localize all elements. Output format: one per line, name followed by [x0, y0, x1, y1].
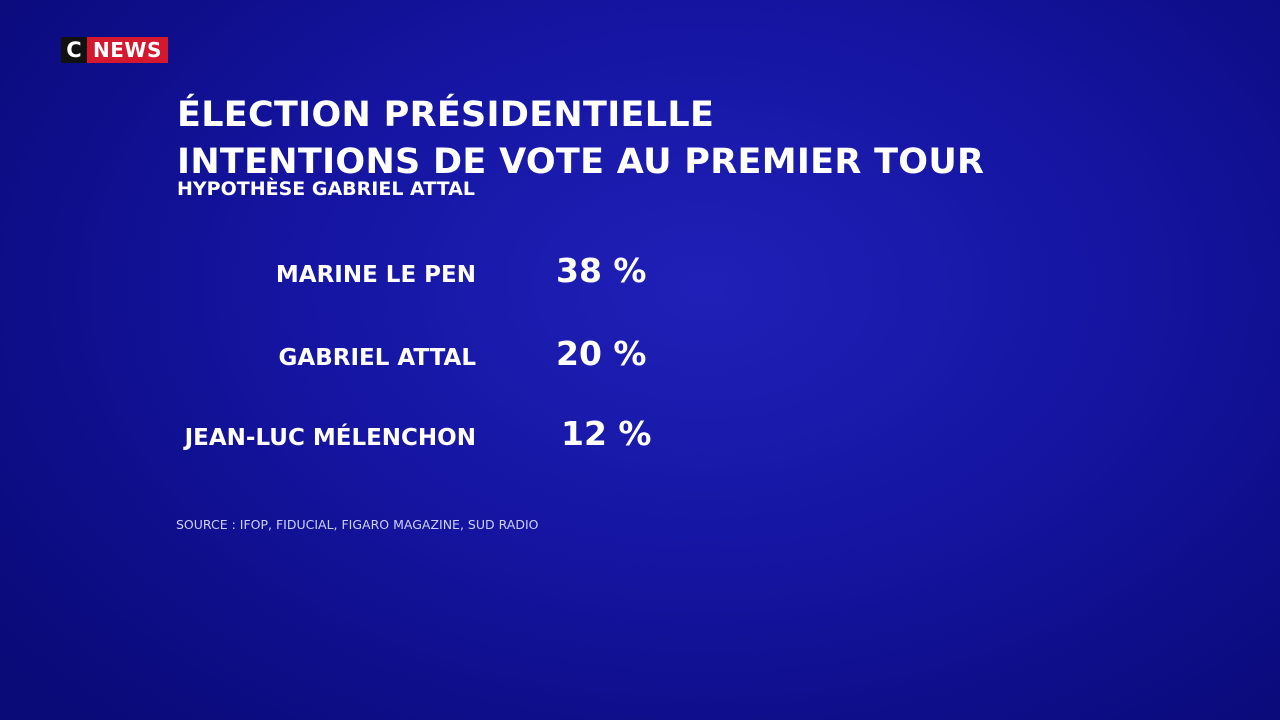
- page-title: ÉLECTION PRÉSIDENTIELLE INTENTIONS DE VO…: [177, 92, 984, 186]
- candidate-percent: 12 %: [561, 414, 652, 453]
- logo-c: C: [61, 37, 87, 63]
- candidate-percent: 38 %: [556, 251, 647, 290]
- title-line-1: ÉLECTION PRÉSIDENTIELLE: [177, 95, 715, 135]
- result-row: JEAN-LUC MÉLENCHON 12 %: [0, 409, 700, 459]
- logo-news: NEWS: [87, 37, 168, 63]
- candidate-name: JEAN-LUC MÉLENCHON: [184, 425, 476, 451]
- candidate-percent: 20 %: [556, 334, 647, 373]
- result-row: MARINE LE PEN 38 %: [0, 246, 700, 296]
- source-note: SOURCE : IFOP, FIDUCIAL, FIGARO MAGAZINE…: [176, 517, 539, 532]
- candidate-name: MARINE LE PEN: [275, 262, 476, 288]
- subtitle: HYPOTHÈSE GABRIEL ATTAL: [177, 178, 475, 200]
- result-row: GABRIEL ATTAL 20 %: [0, 329, 700, 379]
- cnews-logo: C NEWS: [61, 37, 168, 63]
- candidate-name: GABRIEL ATTAL: [278, 345, 476, 371]
- title-line-2: INTENTIONS DE VOTE AU PREMIER TOUR: [177, 142, 985, 182]
